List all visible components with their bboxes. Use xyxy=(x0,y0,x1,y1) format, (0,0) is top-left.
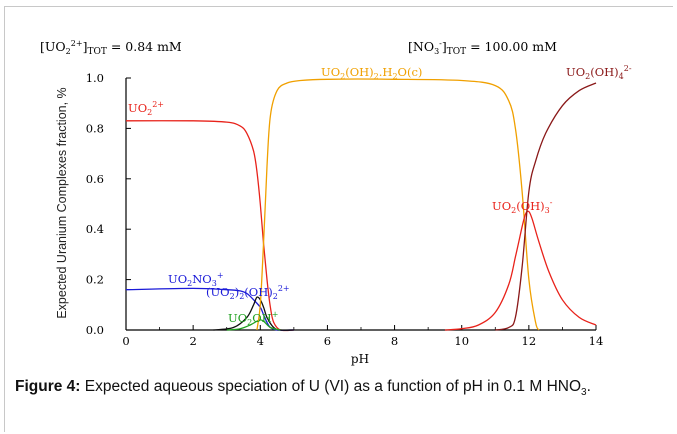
x-tick-label: 14 xyxy=(589,334,604,348)
y-axis-label: Expected Uranium Complexes fraction, % xyxy=(55,87,69,318)
x-tick-label: 10 xyxy=(454,334,469,348)
y-tick-label: 1.0 xyxy=(86,71,104,85)
label-uo2oh: UO2OH+ xyxy=(228,310,278,327)
figure-caption: Figure 4: Expected aqueous speciation of… xyxy=(15,377,665,403)
label-uo2oh4: UO2(OH)42- xyxy=(566,64,632,81)
figure-frame-top xyxy=(4,6,673,7)
x-tick-label: 0 xyxy=(122,334,129,348)
label-uo2oh2-h2o: UO2(OH)2.H2O(c) xyxy=(321,65,422,81)
header-uo2-bracket: [UO xyxy=(40,39,66,54)
y-tick-label: 0.8 xyxy=(86,121,104,135)
label-uo2oh3: UO2(OH)3- xyxy=(492,198,553,215)
label-uo2-2plus: UO22+ xyxy=(128,100,164,117)
x-tick-label: 6 xyxy=(324,334,331,348)
y-tick-label: 0.4 xyxy=(86,222,104,236)
header-no3-eq: = 100.00 mM xyxy=(466,39,557,54)
header-uo2-tot: TOT xyxy=(87,47,106,57)
header-uo2-sub: 2 xyxy=(66,47,71,56)
header-no3-bracket: [NO xyxy=(408,39,434,54)
header-no3-total: [NO3-]TOT = 100.00 mM xyxy=(408,39,557,57)
header-no3-sub: 3 xyxy=(434,47,439,56)
series-line-uo2-oh-4-2 xyxy=(495,82,597,331)
series-line-uo2-oh-3 xyxy=(444,210,597,331)
caption-text: Expected aqueous speciation of U (VI) as… xyxy=(84,378,582,395)
x-tick-label: 8 xyxy=(391,334,398,348)
header-no3-close: ] xyxy=(442,39,447,54)
header-no3-sup: - xyxy=(439,39,442,48)
caption-sub: 3 xyxy=(581,387,587,399)
caption-label: Figure 4: xyxy=(15,378,81,395)
header-uo2-total: [UO22+]TOT = 0.84 mM xyxy=(40,39,182,57)
header-no3-tot: TOT xyxy=(447,47,466,57)
label-uo22oh2: (UO2)2(OH)22+ xyxy=(206,284,290,301)
y-tick-label: 0.2 xyxy=(86,273,104,287)
header-uo2-close: ] xyxy=(83,39,88,54)
header-uo2-eq: = 0.84 mM xyxy=(107,39,182,54)
header-uo2-sup: 2+ xyxy=(71,39,83,48)
x-tick-label: 2 xyxy=(189,334,196,348)
label-uo2no3: UO2NO3+ xyxy=(168,271,224,288)
y-tick-label: 0.0 xyxy=(86,323,104,337)
chart-series xyxy=(125,78,597,332)
figure-frame-left xyxy=(4,6,5,432)
chart-axes: 0 2 4 6 8 10 12 14 0.0 0.2 0.4 0.6 0.8 1.0 xyxy=(86,71,604,348)
y-tick-label: 0.6 xyxy=(86,172,104,186)
caption-end: . xyxy=(586,378,591,395)
series-line-uo2-2 xyxy=(125,120,294,332)
x-tick-label: 12 xyxy=(522,334,537,348)
series-line-uo2-oh-2-h2o-c xyxy=(256,78,540,331)
x-tick-label: 4 xyxy=(257,334,264,348)
x-axis-label: pH xyxy=(351,352,369,366)
